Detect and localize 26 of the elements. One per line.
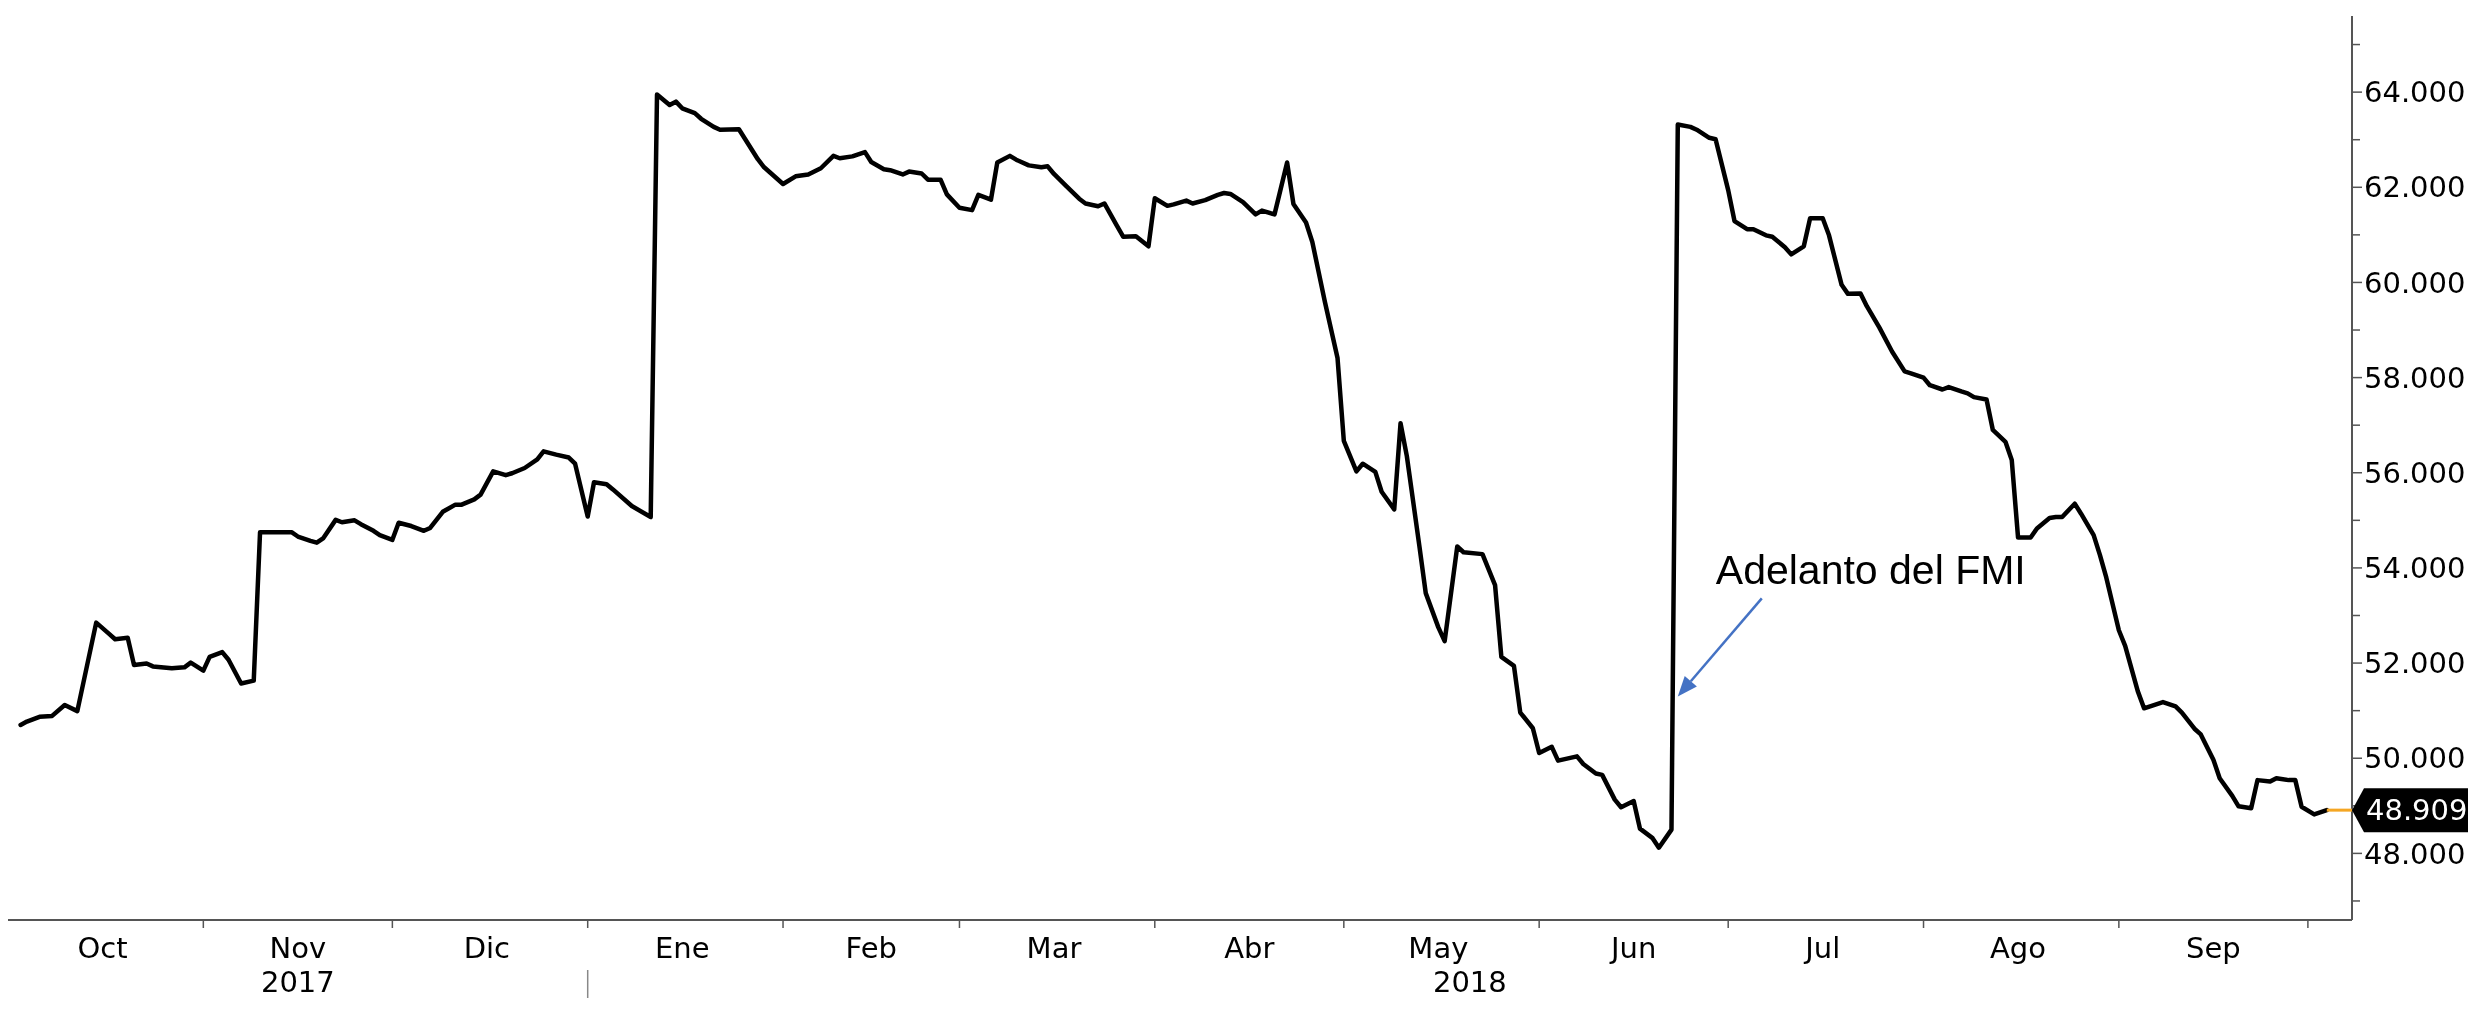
text: 2017 bbox=[260, 965, 335, 999]
y-tick-label: 64.000 bbox=[2364, 75, 2466, 110]
x-tick-label: Dic bbox=[463, 931, 511, 965]
x-tick-label: Mar bbox=[1026, 931, 1082, 965]
y-tick-label: 62.000 bbox=[2364, 170, 2466, 205]
x-tick-label: Ene bbox=[654, 931, 710, 965]
x-tick-label: May bbox=[1408, 931, 1469, 965]
x-tick-label: Jul bbox=[1803, 931, 1841, 965]
y-tick-label: 50.000 bbox=[2364, 741, 2466, 776]
ref-line-label: 48.909 bbox=[2366, 793, 2468, 828]
y-tick-label: 48.000 bbox=[2364, 836, 2466, 871]
y-tick-label: 56.000 bbox=[2364, 455, 2466, 490]
x-tick-label: Oct bbox=[77, 931, 128, 965]
x-tick-label: Abr bbox=[1224, 931, 1275, 965]
x-tick-label: Sep bbox=[2186, 931, 2241, 965]
x-tick-label: Feb bbox=[845, 931, 897, 965]
y-tick-label: 52.000 bbox=[2364, 646, 2466, 681]
text: 2018 bbox=[1432, 965, 1507, 999]
x-tick-label: Nov bbox=[269, 931, 327, 965]
annotation: Adelanto del FMI bbox=[1715, 547, 2026, 594]
y-tick-label: 54.000 bbox=[2364, 551, 2466, 586]
x-tick-label: Jun bbox=[1609, 931, 1657, 965]
x-tick-label: Ago bbox=[1990, 931, 2047, 965]
y-tick-label: 60.000 bbox=[2364, 265, 2466, 300]
line-series bbox=[18, 92, 2330, 850]
y-tick-label: 58.000 bbox=[2364, 360, 2466, 395]
